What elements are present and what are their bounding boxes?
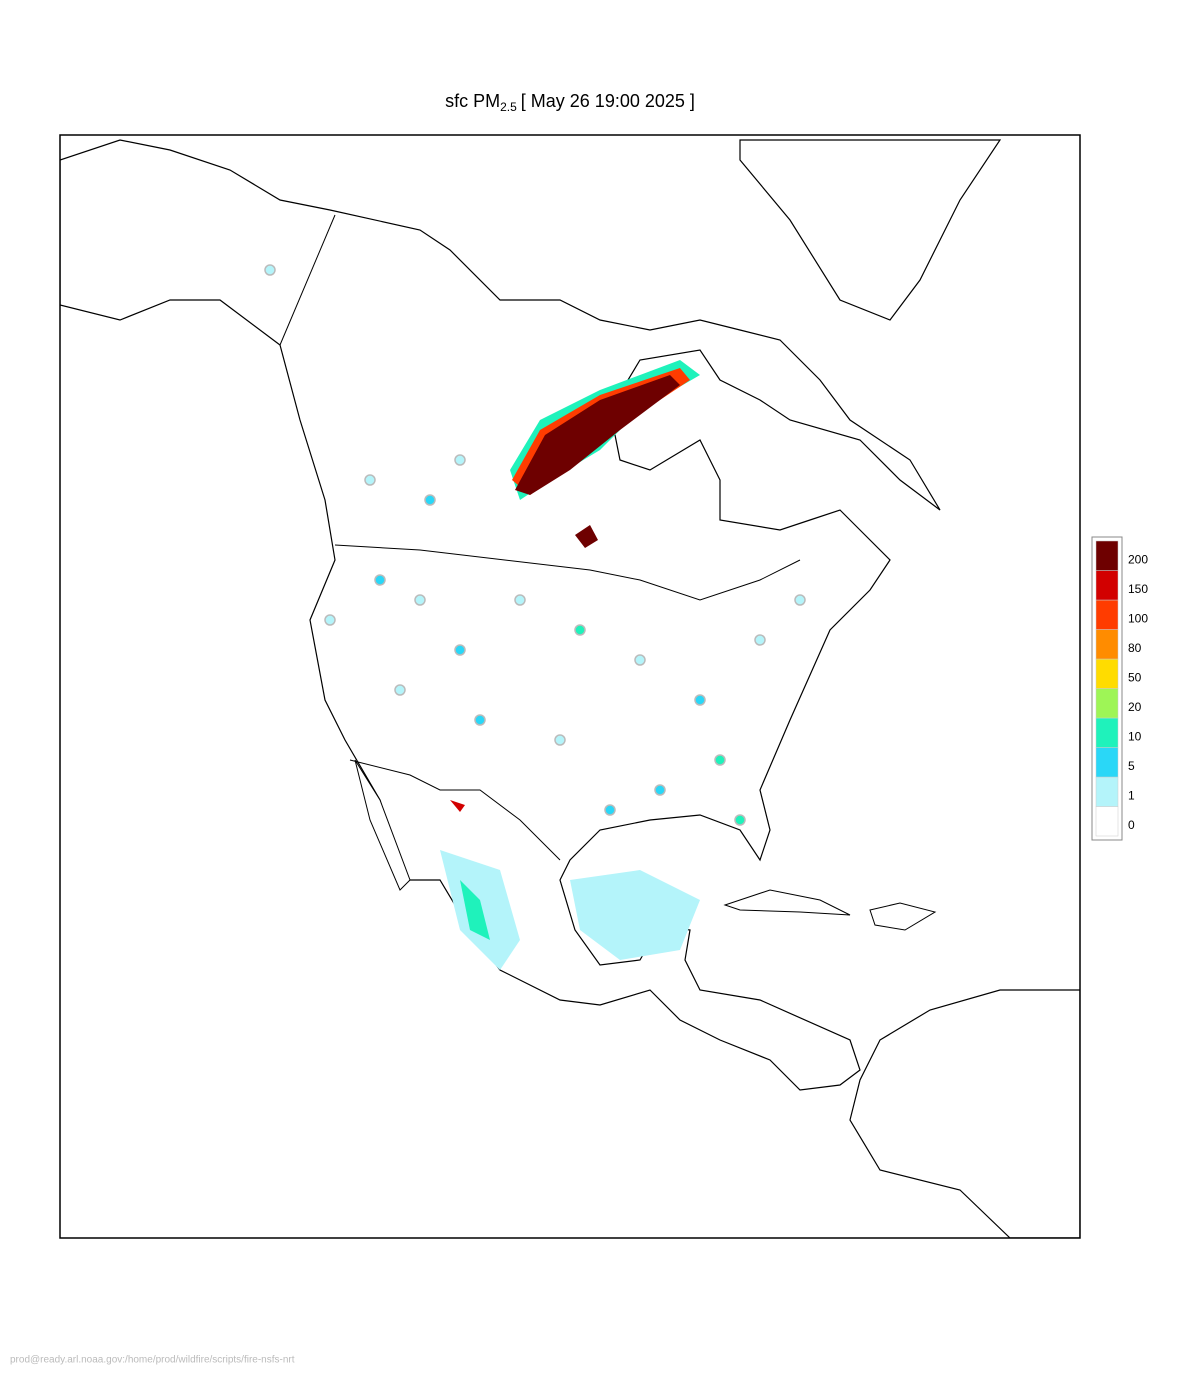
map-layer [60,139,1080,1238]
stations [264,264,806,826]
land-south-america [849,989,1080,1238]
title-subscript: 2.5 [500,100,517,114]
border-us-canada [334,544,801,601]
colorbar-label: 0 [1128,818,1135,832]
colorbar-box [1095,540,1119,571]
colorbar-box [1095,717,1119,748]
colorbar-label: 20 [1128,700,1142,714]
colorbar-label: 80 [1128,641,1142,655]
colorbar-label: 200 [1128,553,1148,567]
title-prefix: sfc PM [445,91,500,111]
colorbar-box [1095,776,1119,807]
land-hispaniola [869,902,937,931]
map-frame [59,134,1081,1239]
colorbar-label: 50 [1128,671,1142,685]
colorbar-label: 5 [1128,759,1135,773]
colorbar-box [1095,747,1119,778]
land-greenland [739,139,1002,321]
smoke-plume [440,360,700,970]
border-alaska [279,214,336,346]
land-cuba [723,889,851,916]
colorbar-box [1095,570,1119,601]
colorbar: 0 1 5 10 20 50 80 100 150 200 [1091,536,1148,841]
land-baja [354,759,411,891]
border-us-mexico [349,759,561,861]
colorbar-box [1095,806,1119,837]
title: sfc PM2.5 [ May 26 19:00 2025 ] [445,91,695,114]
colorbar-label: 10 [1128,730,1142,744]
colorbar-label: 1 [1128,789,1135,803]
colorbar-box [1095,599,1119,630]
footer-path: prod@ready.arl.noaa.gov:/home/prod/wildf… [10,1355,295,1366]
colorbar-box [1095,629,1119,660]
colorbar-label: 150 [1128,582,1148,596]
colorbar-label: 100 [1128,612,1148,626]
colorbar-box [1095,658,1119,689]
title-suffix: [ May 26 19:00 2025 ] [521,91,695,111]
colorbar-box [1095,688,1119,719]
